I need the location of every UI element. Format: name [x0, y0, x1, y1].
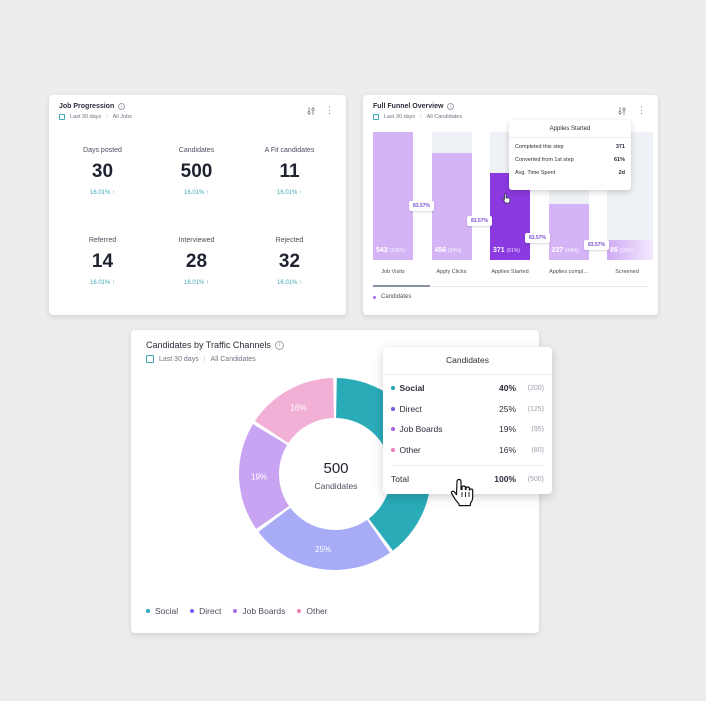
- donut-slice-direct[interactable]: [258, 507, 390, 570]
- funnel-category-label: Applies Started: [491, 269, 529, 275]
- funnel-tooltip: Applies Started Completed this step 371 …: [509, 120, 631, 190]
- breakdown-row-job-boards: Job Boards 19% (95): [383, 424, 553, 434]
- funnel-bar[interactable]: [431, 153, 472, 260]
- stat-candidates: Candidates 500 16.01% ↑: [178, 147, 215, 196]
- scroll-indicator[interactable]: [373, 285, 430, 287]
- channel-breakdown-tooltip: Candidates Social 40% (200) Direct 25% (…: [383, 347, 552, 494]
- funnel-filters[interactable]: Last 30 days | All Candidates: [373, 114, 462, 120]
- info-icon[interactable]: i: [447, 103, 455, 110]
- breakdown-row-total: Total 100% (500): [391, 474, 544, 484]
- traffic-title: Candidates by Traffic Channels i: [146, 340, 284, 350]
- tooltip-row: Completed this step 371: [515, 144, 625, 150]
- legend-dot: [297, 609, 302, 613]
- breakdown-row-other: Other 16% (80): [383, 445, 553, 455]
- stat-rejected: Rejected 32 16.01% ↑: [275, 237, 304, 286]
- calendar-icon: [59, 114, 65, 120]
- donut-slice-label: 16%: [290, 403, 306, 412]
- traffic-legend: Social Direct Job Boards Other: [146, 606, 328, 616]
- donut-slice-job-boards[interactable]: [239, 424, 290, 529]
- conversion-tag: 83.57%: [467, 216, 492, 226]
- conversion-tag: 83.57%: [525, 233, 550, 243]
- funnel-category-label: Screened: [615, 269, 639, 275]
- stat-days-posted: Days posted 30 16.01% ↑: [83, 147, 122, 196]
- funnel-bar[interactable]: [607, 240, 653, 260]
- legend-dot: [373, 295, 376, 299]
- stat-referred: Referred 14 16.01% ↑: [88, 237, 117, 286]
- hand-cursor-icon: [450, 479, 474, 507]
- funnel-bar[interactable]: [548, 204, 589, 260]
- tooltip-title: Applies Started: [509, 120, 631, 138]
- info-icon[interactable]: i: [274, 340, 284, 350]
- funnel-category-label: Apply Clicks: [436, 269, 467, 275]
- funnel-bar-value: 371 (61%): [493, 247, 520, 254]
- filter-settings-icon[interactable]: [307, 107, 315, 115]
- legend-dot: [391, 386, 395, 390]
- calendar-icon: [373, 114, 379, 120]
- job-progression-filters[interactable]: Last 30 days | All Jobs: [59, 114, 132, 120]
- conversion-tag: 83.57%: [584, 240, 609, 250]
- divider: [391, 465, 544, 466]
- stat-interviewed: Interviewed 28 16.01% ↑: [178, 237, 215, 286]
- scroll-track: [430, 285, 648, 287]
- full-funnel-card: Full Funnel Overview i Last 30 days | Al…: [363, 95, 658, 315]
- legend-dot: [190, 609, 195, 613]
- funnel-category-label: Job Visits: [381, 269, 405, 275]
- breakdown-title: Candidates: [383, 347, 552, 375]
- funnel-bar-value: 456 (84%): [434, 247, 462, 254]
- tooltip-row: Converted from 1st step 61%: [515, 157, 625, 163]
- funnel-bar-value: 86 (16%): [610, 247, 634, 254]
- funnel-category-label: Applies compl...: [549, 269, 588, 275]
- more-options-icon[interactable]: ⋮: [325, 105, 334, 115]
- donut-slice-other[interactable]: [254, 378, 334, 444]
- breakdown-row-social: Social 40% (200): [383, 383, 553, 393]
- funnel-bar-value: 543 (100%): [376, 247, 406, 254]
- donut-slice-label: 25%: [315, 545, 331, 554]
- filter-settings-icon[interactable]: [618, 107, 626, 115]
- job-progression-title: Job Progression i: [59, 103, 132, 110]
- donut-center: 500 Candidates: [314, 460, 358, 491]
- legend-dot: [391, 407, 395, 411]
- legend-dot: [233, 609, 238, 613]
- job-progression-card: Job Progression i Last 30 days | All Job…: [49, 95, 346, 315]
- legend-direct[interactable]: Direct: [190, 606, 221, 616]
- calendar-icon: [146, 355, 154, 363]
- legend-dot: [391, 427, 395, 431]
- legend-candidates: Candidates: [373, 294, 411, 300]
- funnel-title: Full Funnel Overview i: [373, 103, 462, 110]
- legend-other[interactable]: Other: [297, 606, 328, 616]
- info-icon[interactable]: i: [118, 103, 126, 110]
- legend-dot: [391, 448, 395, 452]
- tooltip-row: Avg. Time Spent 2d: [515, 170, 625, 176]
- traffic-filters[interactable]: Last 30 days | All Candidates: [146, 355, 284, 363]
- conversion-tag: 83.57%: [409, 201, 434, 211]
- legend-social[interactable]: Social: [146, 606, 178, 616]
- funnel-bar[interactable]: [373, 132, 413, 260]
- stat-a-fit-candidates: A Fit candidates 11 16.01% ↑: [264, 147, 315, 196]
- legend-dot: [146, 609, 150, 613]
- donut-slice-label: 19%: [251, 472, 267, 481]
- legend-job-boards[interactable]: Job Boards: [233, 606, 285, 616]
- breakdown-row-direct: Direct 25% (125): [383, 404, 553, 414]
- more-options-icon[interactable]: ⋮: [637, 105, 646, 115]
- pointer-cursor-icon: [502, 193, 511, 204]
- funnel-bar-value: 237 (44%): [551, 247, 579, 254]
